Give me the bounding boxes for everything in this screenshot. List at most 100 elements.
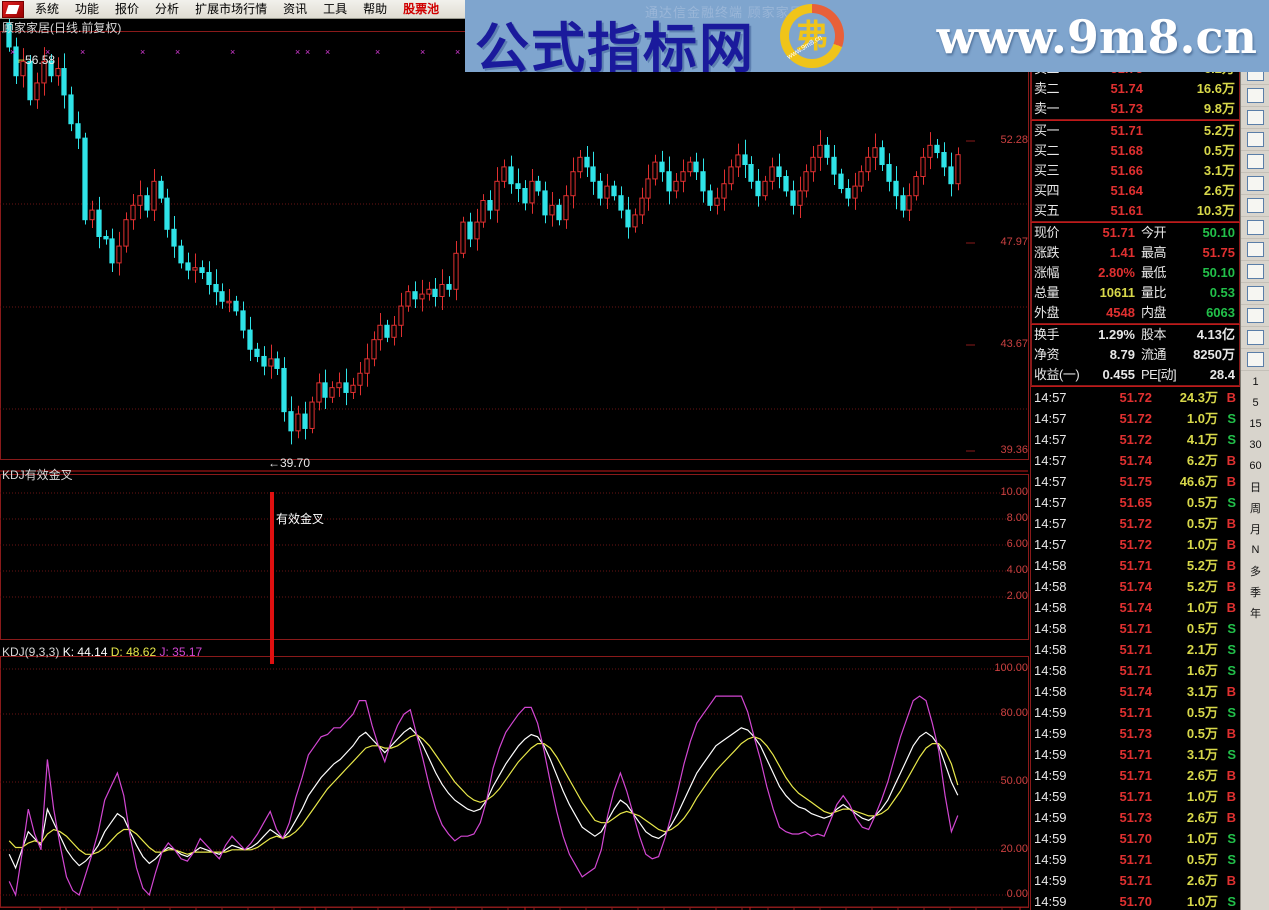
tick-price: 51.73 [1119,726,1152,741]
fundamental-row: 净资 8.79 流通 8250万 [1032,345,1239,365]
tick-row[interactable]: 14:57 51.72 0.5万 B [1031,513,1240,534]
period-button-年[interactable]: 年 [1241,602,1269,623]
ask-price: 51.73 [1110,101,1143,116]
menu-item-analysis[interactable]: 分析 [155,2,180,16]
fn-icon[interactable] [1241,129,1269,151]
tick-price: 51.71 [1119,642,1152,657]
tick-row[interactable]: 14:58 51.71 5.2万 B [1031,555,1240,576]
period-button-5[interactable]: 5 [1241,392,1269,413]
bid-row: 买二 51.68 0.5万 [1032,141,1239,161]
tick-row[interactable]: 14:59 51.71 0.5万 S [1031,849,1240,870]
f9-icon[interactable] [1241,327,1269,349]
menu-item-news[interactable]: 资讯 [283,2,308,16]
tick-row[interactable]: 14:59 51.71 2.6万 B [1031,765,1240,786]
bid-price: 51.71 [1110,123,1143,138]
price-axis-label: 52.28 [1000,134,1028,146]
period-button-60[interactable]: 60 [1241,455,1269,476]
period-button-日[interactable]: 日 [1241,476,1269,497]
tick-row[interactable]: 14:59 51.71 3.1万 S [1031,744,1240,765]
doc-icon[interactable] [1241,195,1269,217]
tick-detail-list[interactable]: 14:57 51.72 24.3万 B 14:57 51.72 1.0万 S 1… [1031,387,1240,910]
right-tool-strip[interactable]: 1 5 15 30 60 日周月 N 多季年 [1240,19,1269,910]
tick-volume: 1.6万 [1186,663,1218,678]
tick-row[interactable]: 14:59 51.71 2.6万 B [1031,870,1240,891]
kdj-axis-label: 100.00 [994,662,1028,674]
globe-icon[interactable] [1241,217,1269,239]
period-button-周[interactable]: 周 [1241,497,1269,518]
menu-item-system[interactable]: 系统 [35,2,60,16]
tick-row[interactable]: 14:59 51.70 1.0万 S [1031,828,1240,849]
tick-volume: 1.0万 [1186,789,1218,804]
quote-summary-table: 现价 51.71 今开 50.10 涨跌 1.41 最高 51.75 涨幅 2.… [1031,223,1240,324]
rating-icon[interactable] [1241,239,1269,261]
menu-item-tools[interactable]: 工具 [323,2,348,16]
svg-text:×: × [80,47,85,57]
chart-canvas[interactable]: ×××××××××××××××××× [0,19,1030,910]
menu-item-help[interactable]: 帮助 [363,2,388,16]
tick-row[interactable]: 14:57 51.72 1.0万 B [1031,534,1240,555]
refresh-icon[interactable] [1241,151,1269,173]
menu-item-extended-market[interactable]: 扩展市场行情 [195,2,268,16]
depth-info-divider [1031,222,1240,223]
tick-direction: B [1226,558,1236,573]
bid-label: 买四 [1034,183,1060,198]
tick-direction: B [1226,768,1236,783]
period-button-N[interactable]: N [1241,539,1269,560]
tick-row[interactable]: 14:57 51.75 46.6万 B [1031,471,1240,492]
tick-row[interactable]: 14:57 51.74 6.2万 B [1031,450,1240,471]
kdj-k-value: 44.14 [77,645,108,659]
signal-axis-label: 4.00 [1006,564,1028,576]
tick-row[interactable]: 14:57 51.65 0.5万 S [1031,492,1240,513]
fundamentals-ticks-divider [1031,386,1240,387]
tick-volume: 1.0万 [1186,411,1218,426]
tick-row[interactable]: 14:58 51.74 1.0万 B [1031,597,1240,618]
period-button-30[interactable]: 30 [1241,434,1269,455]
tick-row[interactable]: 14:57 51.72 1.0万 S [1031,408,1240,429]
period-button-月[interactable]: 月 [1241,518,1269,539]
tick-row[interactable]: 14:59 51.73 2.6万 B [1031,807,1240,828]
tick-price: 51.74 [1119,453,1152,468]
tick-row[interactable]: 14:58 51.74 5.2万 B [1031,576,1240,597]
signal-axis-label: 10.00 [1000,486,1028,498]
period-button-15[interactable]: 15 [1241,413,1269,434]
money-icon[interactable] [1241,261,1269,283]
period-button-多[interactable]: 多 [1241,560,1269,581]
tick-row[interactable]: 14:59 51.70 1.0万 S [1031,891,1240,910]
tick-row[interactable]: 14:58 51.74 3.1万 B [1031,681,1240,702]
fundamental-value-right: 8250万 [1193,347,1235,362]
tick-volume: 2.6万 [1186,768,1218,783]
pencil-icon[interactable] [1241,305,1269,327]
tick-row[interactable]: 14:57 51.72 4.1万 S [1031,429,1240,450]
tick-price: 51.71 [1119,705,1152,720]
sync-icon[interactable] [1241,349,1269,371]
tick-row[interactable]: 14:59 51.71 0.5万 S [1031,702,1240,723]
watermark-banner: 通达信金融终端 顾家家居 公式指标网 弗 www.9m8.cn www.9m8.… [465,0,1269,72]
menu-item-stock-pool[interactable]: 股票池 [403,2,440,16]
candle-icon[interactable] [1241,85,1269,107]
chart-area[interactable]: 顾家家居(日线.前复权) ×××××××××××××××××× 52.2847.… [0,19,1030,910]
fundamentals-table: 换手 1.29% 股本 4.13亿 净资 8.79 流通 8250万 收益(一)… [1031,325,1240,386]
book-icon[interactable] [1241,107,1269,129]
tick-volume: 1.0万 [1186,894,1218,909]
period-button-季[interactable]: 季 [1241,581,1269,602]
tick-row[interactable]: 14:58 51.71 1.6万 S [1031,660,1240,681]
bid-volume: 0.5万 [1203,143,1235,158]
tick-row[interactable]: 14:58 51.71 0.5万 S [1031,618,1240,639]
menu-item-function[interactable]: 功能 [75,2,100,16]
period-button-group[interactable]: 1 5 15 30 60 日周月 N 多季年 [1241,371,1269,623]
kdj-j-value: 35.17 [172,645,203,659]
network-icon[interactable] [1241,283,1269,305]
tick-row[interactable]: 14:59 51.71 1.0万 B [1031,786,1240,807]
tick-row[interactable]: 14:57 51.72 24.3万 B [1031,387,1240,408]
quote-summary-label-left: 涨跌 [1034,245,1060,260]
high-price-callout: ⌐56.58 [18,53,56,67]
menu-item-quote[interactable]: 报价 [115,2,140,16]
bid-row: 买五 51.61 10.3万 [1032,201,1239,221]
tag-icon[interactable] [1241,173,1269,195]
period-button-1[interactable]: 1 [1241,371,1269,392]
kdj-j-label: J: [159,645,169,659]
tick-row[interactable]: 14:59 51.73 0.5万 B [1031,723,1240,744]
tick-price: 51.71 [1119,558,1152,573]
fundamental-value-right: 28.4 [1209,367,1235,382]
tick-row[interactable]: 14:58 51.71 2.1万 S [1031,639,1240,660]
